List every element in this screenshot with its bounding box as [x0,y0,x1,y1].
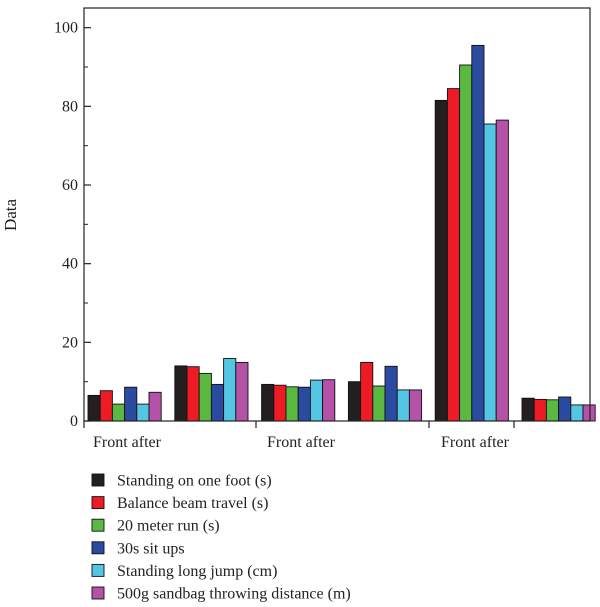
legend-swatch-6 [91,586,105,600]
x-tick-label-3: Front after [441,434,510,451]
bar-3-group-4 [372,385,386,422]
y-axis-title: Data [1,199,20,232]
bar-5-group-4 [396,389,410,422]
bar-5-group-1 [136,403,150,422]
bar-1-group-5 [434,99,448,422]
bar-1-group-2 [174,365,188,422]
bar-6-group-2 [235,361,249,422]
bar-5-group-2 [223,358,237,422]
y-tick-label-20: 20 [62,334,78,351]
bar-5-group-6 [570,404,584,422]
bar-2-group-2 [186,366,200,422]
y-tick-label-0: 0 [70,413,78,430]
bar-4-group-4 [384,365,398,422]
bar-3-group-5 [459,64,473,422]
legend-swatch-4 [91,541,105,555]
bar-6-group-1 [148,391,162,422]
y-tick-label-80: 80 [62,98,78,115]
legend-swatch-1 [91,473,105,487]
legend-label-4: 30s sit ups [117,540,185,557]
bar-1-group-1 [87,394,101,422]
bar-5-group-3 [309,379,324,422]
bar-1-group-4 [347,381,362,422]
bar-4-group-6 [558,396,572,422]
bar-6-group-6 [582,404,596,422]
bar-3-group-1 [111,403,126,422]
bar-2-group-5 [446,88,461,422]
legend: Standing on one foot (s) Balance beam tra… [91,473,351,603]
y-tick-label-40: 40 [62,256,78,273]
bar-4-group-3 [297,386,311,422]
bar-4-group-1 [124,386,138,422]
legend-swatch-3 [91,518,105,532]
legend-label-5: Standing long jump (cm) [117,563,277,580]
bar-1-group-6 [521,397,535,422]
legend-label-2: Balance beam travel (s) [117,495,268,512]
legend-label-1: Standing on one foot (s) [117,473,272,490]
y-tick-label-60: 60 [62,177,78,194]
legend-swatch-5 [91,563,105,577]
x-tick-label-1: Front after [93,434,162,451]
legend-label-6: 500g sandbag throwing distance (m) [117,586,351,603]
bar-3-group-6 [545,399,560,422]
bar-6-group-5 [495,119,509,422]
bar-4-group-5 [471,44,485,422]
plot-frame [83,7,591,422]
x-tick-label-2: Front after [267,434,336,451]
bar-3-group-3 [285,386,299,422]
bar-1-group-3 [261,383,275,422]
legend-label-3: 20 meter run (s) [117,518,220,535]
bar-6-group-4 [408,389,423,422]
bar-6-group-3 [322,379,336,422]
bar-2-group-4 [360,361,374,422]
bar-2-group-3 [273,384,287,422]
bars-layer [87,44,596,422]
legend-swatch-2 [91,496,105,510]
bar-2-group-6 [533,398,547,422]
bar-5-group-5 [483,123,497,422]
bar-2-group-1 [99,390,113,422]
bar-3-group-2 [198,372,212,422]
y-tick-label-100: 100 [54,20,78,37]
axes-layer: 0 20 40 60 80 100 Front after Front after Front … [54,7,591,451]
bar-4-group-2 [210,383,225,422]
